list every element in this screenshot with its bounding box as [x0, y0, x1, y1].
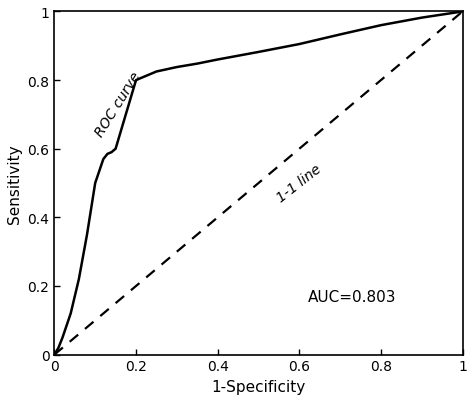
Text: ROC curve: ROC curve [92, 70, 143, 140]
X-axis label: 1-Specificity: 1-Specificity [211, 379, 306, 394]
Text: AUC=0.803: AUC=0.803 [308, 289, 396, 304]
Y-axis label: Sensitivity: Sensitivity [7, 144, 22, 223]
Text: 1-1 line: 1-1 line [274, 162, 324, 205]
